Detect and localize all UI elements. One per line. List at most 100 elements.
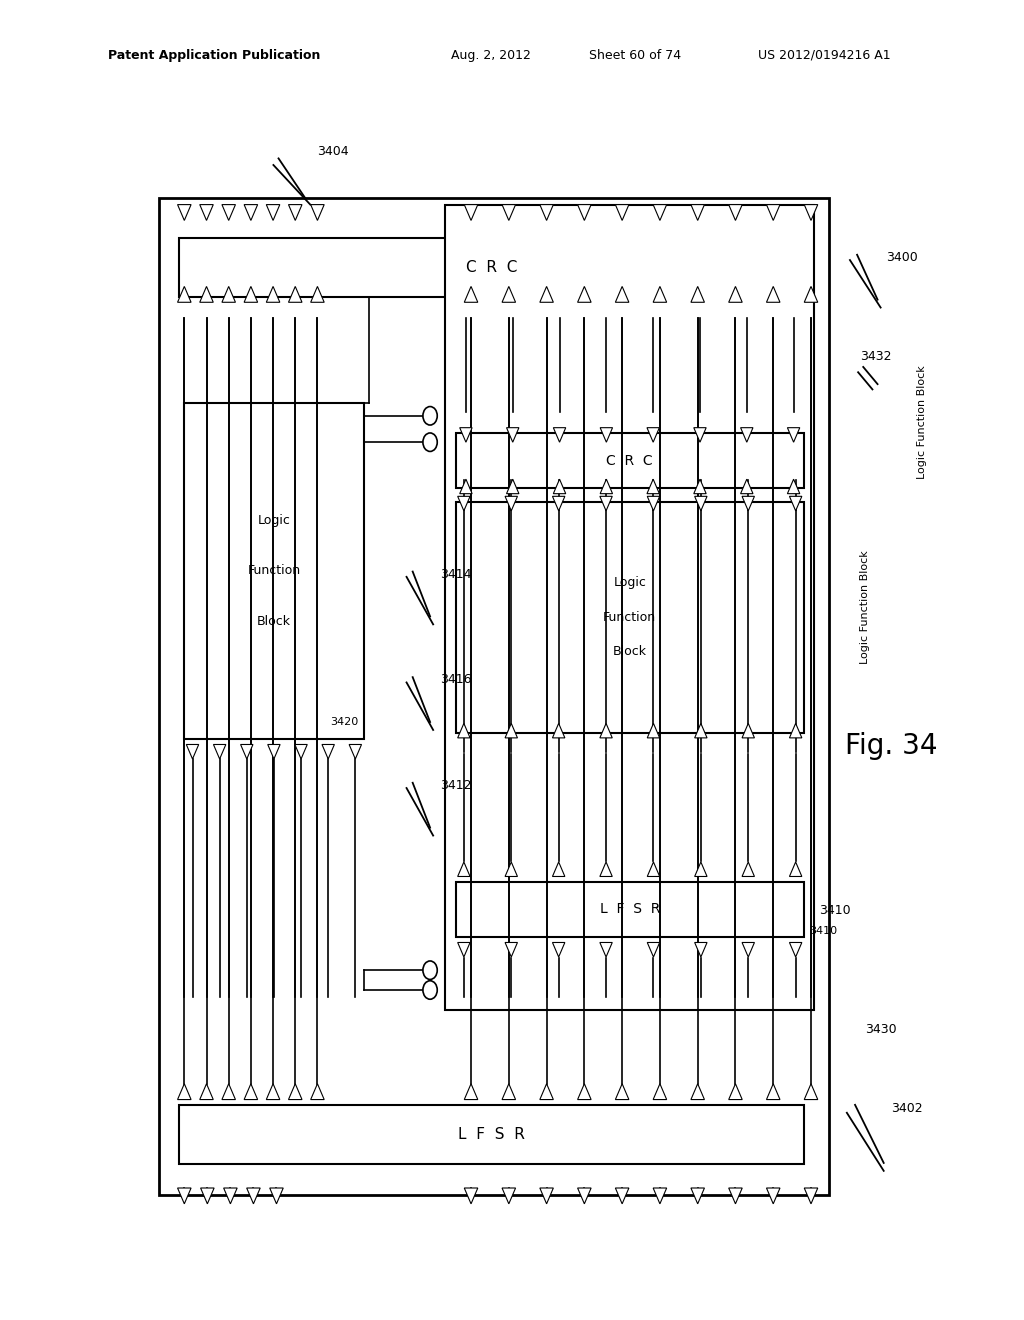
Text: Function: Function xyxy=(603,611,656,623)
Polygon shape xyxy=(694,479,707,494)
Text: US 2012/0194216 A1: US 2012/0194216 A1 xyxy=(758,49,891,62)
Polygon shape xyxy=(266,1084,280,1100)
Text: 3400: 3400 xyxy=(886,251,918,264)
Text: Logic: Logic xyxy=(613,576,646,589)
Text: 3410: 3410 xyxy=(819,904,851,917)
Polygon shape xyxy=(464,1084,478,1100)
Text: Block: Block xyxy=(257,615,291,628)
Circle shape xyxy=(423,433,437,451)
Polygon shape xyxy=(647,428,659,442)
Text: 3404: 3404 xyxy=(317,145,349,158)
Polygon shape xyxy=(647,496,659,511)
Polygon shape xyxy=(241,744,253,759)
Bar xyxy=(179,238,804,297)
Text: Logic Function Block: Logic Function Block xyxy=(916,366,927,479)
Text: Function: Function xyxy=(248,565,300,577)
Polygon shape xyxy=(600,942,612,957)
Polygon shape xyxy=(505,496,517,511)
Text: Logic Function Block: Logic Function Block xyxy=(860,550,870,664)
Polygon shape xyxy=(742,496,755,511)
Polygon shape xyxy=(464,286,478,302)
Text: 3432: 3432 xyxy=(860,350,892,363)
Polygon shape xyxy=(729,1188,742,1204)
Polygon shape xyxy=(322,744,335,759)
Polygon shape xyxy=(244,1084,258,1100)
Polygon shape xyxy=(460,428,472,442)
Polygon shape xyxy=(553,496,565,511)
Polygon shape xyxy=(578,1188,591,1204)
Polygon shape xyxy=(200,205,213,220)
Polygon shape xyxy=(222,286,236,302)
Text: 3420: 3420 xyxy=(330,717,358,727)
Polygon shape xyxy=(600,496,612,511)
Bar xyxy=(159,198,829,1195)
Polygon shape xyxy=(653,205,667,220)
Polygon shape xyxy=(553,479,565,494)
Polygon shape xyxy=(502,1084,515,1100)
Polygon shape xyxy=(502,1188,515,1204)
Polygon shape xyxy=(505,942,517,957)
Text: Logic: Logic xyxy=(257,513,291,527)
Polygon shape xyxy=(615,1084,629,1100)
Polygon shape xyxy=(653,286,667,302)
Polygon shape xyxy=(767,1188,780,1204)
Polygon shape xyxy=(310,1084,325,1100)
Polygon shape xyxy=(222,205,236,220)
Circle shape xyxy=(423,961,437,979)
Polygon shape xyxy=(729,205,742,220)
Polygon shape xyxy=(653,1188,667,1204)
Polygon shape xyxy=(647,942,659,957)
Polygon shape xyxy=(244,205,258,220)
Polygon shape xyxy=(223,1188,238,1204)
Text: 3410: 3410 xyxy=(809,925,837,936)
Polygon shape xyxy=(647,723,659,738)
Polygon shape xyxy=(540,286,553,302)
Polygon shape xyxy=(600,479,612,494)
Polygon shape xyxy=(289,286,302,302)
Polygon shape xyxy=(742,723,755,738)
Polygon shape xyxy=(289,1084,302,1100)
Text: L  F  S  R: L F S R xyxy=(600,903,659,916)
Text: Patent Application Publication: Patent Application Publication xyxy=(108,49,319,62)
Polygon shape xyxy=(787,479,800,494)
Polygon shape xyxy=(200,286,213,302)
Polygon shape xyxy=(578,1084,591,1100)
Bar xyxy=(456,433,804,488)
Polygon shape xyxy=(502,205,515,220)
Polygon shape xyxy=(694,428,707,442)
Polygon shape xyxy=(177,1188,191,1204)
Polygon shape xyxy=(804,205,818,220)
Text: 3430: 3430 xyxy=(865,1023,897,1036)
Polygon shape xyxy=(458,862,470,876)
Polygon shape xyxy=(310,286,325,302)
Text: Aug. 2, 2012: Aug. 2, 2012 xyxy=(451,49,530,62)
Polygon shape xyxy=(464,1188,478,1204)
Polygon shape xyxy=(458,942,470,957)
Polygon shape xyxy=(244,286,258,302)
Polygon shape xyxy=(553,862,565,876)
Polygon shape xyxy=(266,205,280,220)
Polygon shape xyxy=(790,862,802,876)
Polygon shape xyxy=(213,744,226,759)
Bar xyxy=(179,1105,804,1164)
Polygon shape xyxy=(740,479,753,494)
Circle shape xyxy=(423,981,437,999)
Text: C  R  C: C R C xyxy=(466,260,517,275)
Polygon shape xyxy=(647,862,659,876)
Bar xyxy=(445,205,814,1010)
Text: Fig. 34: Fig. 34 xyxy=(845,731,937,760)
Polygon shape xyxy=(553,723,565,738)
Polygon shape xyxy=(464,205,478,220)
Polygon shape xyxy=(691,1188,705,1204)
Polygon shape xyxy=(349,744,361,759)
Text: 3414: 3414 xyxy=(440,568,472,581)
Polygon shape xyxy=(790,723,802,738)
Bar xyxy=(456,882,804,937)
Polygon shape xyxy=(507,479,519,494)
Polygon shape xyxy=(269,1188,284,1204)
Text: Sheet 60 of 74: Sheet 60 of 74 xyxy=(589,49,681,62)
Polygon shape xyxy=(615,205,629,220)
Polygon shape xyxy=(502,286,515,302)
Polygon shape xyxy=(600,428,612,442)
Text: Block: Block xyxy=(612,645,647,659)
